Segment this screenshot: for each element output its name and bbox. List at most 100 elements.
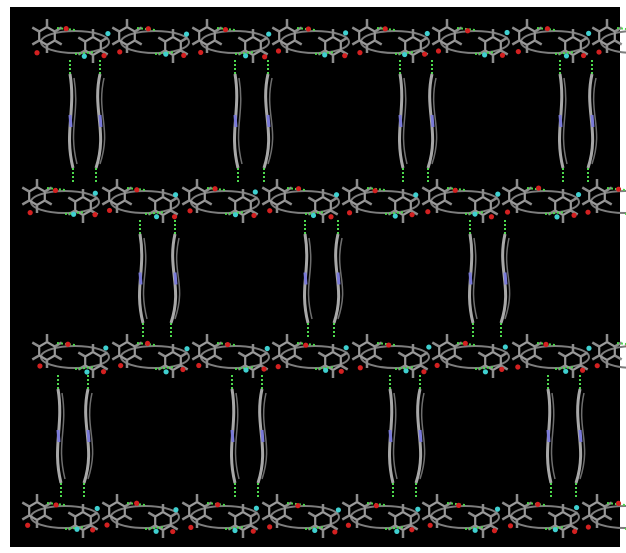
atom — [357, 365, 363, 371]
methyl — [284, 514, 293, 521]
h-bond — [224, 211, 246, 215]
nitrogen — [388, 429, 393, 443]
atom — [153, 528, 159, 534]
methyl — [77, 351, 86, 358]
methyl — [340, 364, 349, 371]
methyl — [181, 186, 190, 193]
methyl — [147, 511, 156, 518]
methyl — [124, 199, 133, 206]
methyl — [180, 36, 189, 43]
methyl — [111, 26, 120, 33]
methyl — [547, 511, 556, 518]
methyl — [534, 39, 543, 46]
methyl — [181, 501, 190, 508]
methyl — [204, 199, 213, 206]
methyl — [250, 524, 259, 531]
methyl — [351, 354, 360, 361]
atom — [421, 369, 427, 375]
atom — [103, 345, 109, 351]
methyl — [54, 26, 63, 33]
methyl — [180, 351, 189, 358]
atom — [435, 48, 442, 54]
methyl — [250, 196, 259, 203]
methyl — [271, 354, 280, 361]
methyl — [511, 39, 520, 46]
methyl — [134, 26, 143, 33]
methyl — [157, 351, 166, 358]
methyl — [204, 501, 213, 508]
atom — [465, 28, 471, 34]
atom — [250, 528, 256, 534]
linker — [174, 237, 181, 320]
methyl — [580, 364, 589, 371]
methyl — [44, 501, 53, 508]
methyl — [501, 514, 510, 521]
atom — [264, 345, 270, 352]
methyl — [44, 186, 53, 193]
atom — [499, 52, 506, 58]
nitrogen — [578, 429, 583, 443]
atom — [262, 54, 268, 60]
methyl — [421, 501, 430, 508]
methyl — [260, 49, 269, 56]
methyl — [214, 341, 223, 348]
atom — [261, 366, 267, 372]
atom — [198, 49, 204, 56]
nitrogen — [98, 114, 103, 128]
atom — [92, 190, 98, 196]
methyl — [444, 514, 453, 521]
methyl — [557, 351, 566, 358]
atom — [426, 344, 432, 350]
atom — [343, 30, 349, 36]
h-bond — [394, 51, 416, 55]
atom — [585, 524, 591, 530]
h-bond — [64, 211, 86, 215]
h-bond — [464, 526, 486, 530]
methyl — [271, 39, 280, 46]
atom — [187, 208, 193, 214]
methyl — [500, 49, 509, 56]
h-bond — [464, 211, 486, 215]
atom — [425, 209, 431, 215]
nitrogen — [336, 272, 341, 285]
atom — [615, 186, 622, 192]
atom — [515, 364, 521, 370]
atom — [74, 526, 80, 532]
methyl — [111, 341, 120, 348]
atom — [225, 341, 231, 348]
methyl — [340, 351, 349, 358]
methyl — [467, 511, 476, 518]
h-bond — [224, 526, 246, 530]
methyl — [444, 501, 453, 508]
atom — [172, 192, 179, 198]
methyl — [340, 36, 349, 43]
methyl — [410, 511, 419, 518]
methyl — [444, 199, 453, 206]
methyl — [67, 511, 76, 518]
methyl — [31, 354, 40, 361]
atom — [27, 210, 33, 216]
atom — [515, 48, 521, 55]
h-bond — [144, 211, 166, 215]
methyl — [374, 39, 383, 46]
methyl — [580, 49, 589, 56]
methyl — [614, 341, 623, 348]
atom — [335, 507, 341, 513]
atom — [52, 187, 59, 194]
methyl — [374, 26, 383, 33]
atom — [215, 502, 221, 508]
methyl — [477, 351, 486, 358]
methyl — [77, 36, 86, 43]
atom — [212, 186, 218, 192]
methyl — [431, 341, 440, 348]
methyl — [511, 26, 520, 33]
nitrogen — [590, 114, 595, 128]
methyl — [501, 199, 510, 206]
methyl — [421, 186, 430, 193]
h-bond — [234, 366, 256, 370]
linker — [142, 237, 148, 320]
methyl — [261, 186, 270, 193]
methyl — [134, 39, 143, 46]
methyl — [490, 196, 499, 203]
methyl — [570, 209, 579, 216]
